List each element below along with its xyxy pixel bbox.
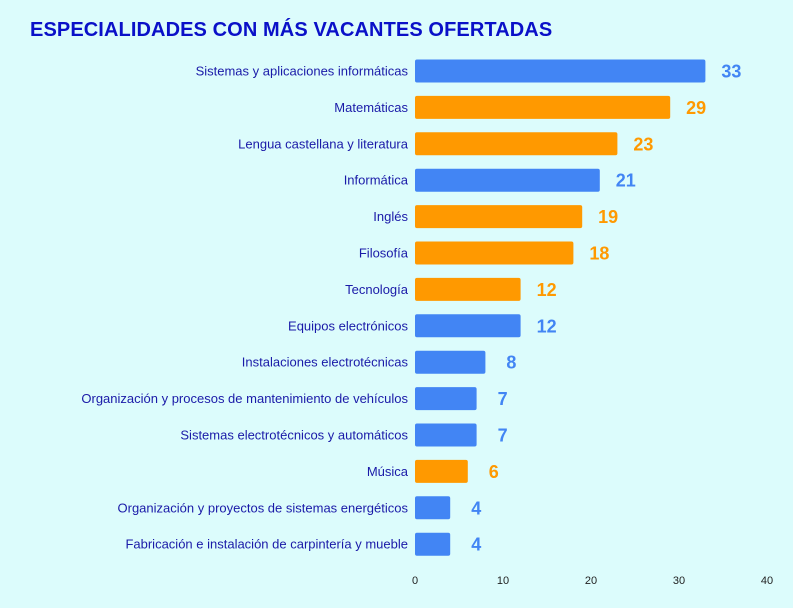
x-tick-label: 30 bbox=[673, 575, 685, 587]
category-label: Filosofía bbox=[359, 246, 409, 261]
bar bbox=[415, 423, 477, 447]
bar bbox=[415, 314, 521, 338]
data-label: 4 bbox=[471, 535, 481, 555]
x-tick-label: 10 bbox=[497, 575, 509, 587]
category-label: Matemáticas bbox=[334, 100, 408, 115]
category-label: Sistemas y aplicaciones informáticas bbox=[196, 64, 409, 79]
x-tick-label: 0 bbox=[412, 575, 418, 587]
bar bbox=[415, 459, 468, 483]
bar bbox=[415, 350, 486, 374]
bar bbox=[415, 168, 600, 192]
bar bbox=[415, 95, 671, 119]
category-label: Organización y procesos de mantenimiento… bbox=[81, 391, 408, 406]
data-label: 7 bbox=[498, 426, 508, 446]
bar bbox=[415, 59, 706, 83]
data-label: 7 bbox=[498, 389, 508, 409]
category-labels: Sistemas y aplicaciones informáticas Mate… bbox=[81, 64, 408, 552]
category-label: Informática bbox=[344, 173, 409, 188]
x-tick-label: 40 bbox=[761, 575, 773, 587]
category-label: Inglés bbox=[373, 209, 408, 224]
category-label: Organización y proyectos de sistemas ene… bbox=[118, 500, 409, 515]
bar bbox=[415, 532, 451, 556]
data-label: 19 bbox=[598, 207, 618, 227]
category-label: Sistemas electrotécnicos y automáticos bbox=[180, 428, 408, 443]
data-label: 8 bbox=[506, 353, 516, 373]
x-tick-label: 20 bbox=[585, 575, 597, 587]
bars bbox=[415, 59, 706, 556]
data-label: 18 bbox=[589, 244, 609, 264]
data-label: 4 bbox=[471, 498, 481, 518]
data-label: 12 bbox=[537, 316, 557, 336]
data-label: 12 bbox=[537, 280, 557, 300]
data-label: 21 bbox=[616, 171, 636, 191]
data-label: 29 bbox=[686, 98, 706, 118]
category-label: Música bbox=[367, 464, 409, 479]
bar bbox=[415, 496, 451, 520]
data-label: 6 bbox=[489, 462, 499, 482]
bar bbox=[415, 132, 618, 156]
bar bbox=[415, 205, 583, 229]
category-label: Instalaciones electrotécnicas bbox=[242, 355, 409, 370]
data-label: 23 bbox=[633, 134, 653, 154]
bar bbox=[415, 277, 521, 301]
bar bbox=[415, 241, 574, 265]
category-label: Tecnología bbox=[345, 282, 409, 297]
category-label: Equipos electrónicos bbox=[288, 318, 408, 333]
category-label: Lengua castellana y literatura bbox=[238, 136, 409, 151]
chart-title: ESPECIALIDADES CON MÁS VACANTES OFERTADA… bbox=[30, 19, 553, 41]
x-axis: 0 10 20 30 40 bbox=[412, 575, 773, 587]
category-label: Fabricación e instalación de carpintería… bbox=[125, 537, 408, 552]
bar bbox=[415, 387, 477, 411]
data-label: 33 bbox=[721, 62, 741, 82]
